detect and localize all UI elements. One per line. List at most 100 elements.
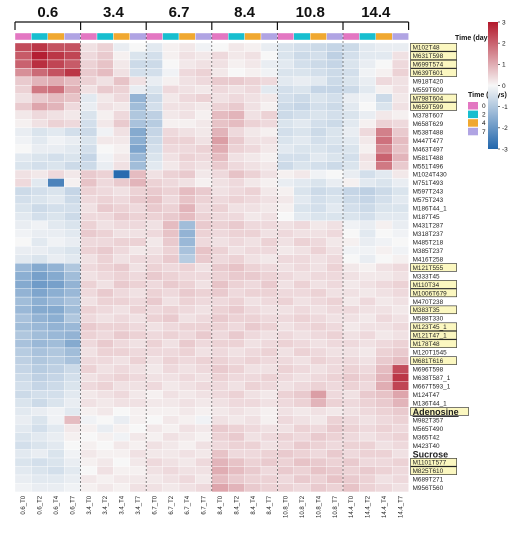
heatmap-cell bbox=[178, 127, 196, 137]
heatmap-cell bbox=[96, 466, 114, 476]
heatmap-cell bbox=[47, 415, 65, 425]
heatmap-cell bbox=[31, 59, 48, 69]
heatmap-cell bbox=[260, 42, 278, 52]
heatmap-cell bbox=[162, 474, 180, 484]
heatmap-cell bbox=[96, 423, 114, 433]
heatmap-cell bbox=[310, 229, 327, 238]
heatmap-cell bbox=[113, 152, 130, 162]
heatmap-cell bbox=[146, 110, 163, 120]
heatmap-cell bbox=[14, 135, 32, 145]
heatmap-cell bbox=[342, 356, 360, 366]
heatmap-cell bbox=[47, 398, 65, 408]
heatmap-cell bbox=[359, 135, 376, 145]
heatmap-cell bbox=[310, 119, 327, 128]
heatmap-cell bbox=[178, 381, 196, 391]
heatmap-cell bbox=[113, 339, 130, 349]
heatmap-cell bbox=[96, 68, 114, 78]
heatmap-cell bbox=[359, 152, 376, 162]
heatmap-cell bbox=[375, 186, 393, 196]
heatmap-cell bbox=[47, 254, 65, 264]
heatmap-cell bbox=[31, 390, 48, 399]
heatmap-cell bbox=[244, 212, 262, 222]
heatmap-cell bbox=[129, 398, 147, 408]
heatmap-cell bbox=[293, 254, 311, 264]
heatmap-cell bbox=[228, 51, 245, 61]
annotation-cell bbox=[96, 32, 114, 41]
heatmap-cell bbox=[146, 449, 163, 459]
heatmap-cell bbox=[31, 356, 48, 366]
heatmap-cell bbox=[228, 279, 245, 289]
color-scale-bar bbox=[488, 22, 498, 149]
heatmap-cell bbox=[129, 322, 147, 332]
heatmap-cell bbox=[342, 474, 360, 484]
heatmap-cell bbox=[310, 68, 327, 78]
heatmap-cell bbox=[392, 432, 409, 442]
heatmap-cell bbox=[211, 288, 229, 298]
heatmap-cell bbox=[146, 356, 163, 366]
heatmap-cell bbox=[146, 483, 163, 493]
heatmap-cell bbox=[277, 457, 294, 467]
heatmap-cell bbox=[260, 432, 278, 442]
heatmap-cell bbox=[31, 237, 48, 247]
heatmap-cell bbox=[277, 110, 294, 120]
heatmap-cell bbox=[195, 161, 212, 171]
heatmap-cell bbox=[228, 398, 245, 408]
heatmap-cell bbox=[178, 271, 196, 281]
row-highlight bbox=[410, 51, 457, 60]
heatmap-cell bbox=[310, 212, 327, 222]
heatmap-cells bbox=[14, 42, 409, 493]
heatmap-cell bbox=[342, 440, 360, 450]
heatmap-cell bbox=[47, 364, 65, 374]
heatmap-cell bbox=[375, 203, 393, 213]
heatmap-cell bbox=[113, 322, 130, 332]
heatmap-cell bbox=[392, 161, 409, 171]
heatmap-cell bbox=[260, 398, 278, 408]
heatmap-cell bbox=[244, 322, 262, 332]
heatmap-cell bbox=[162, 42, 180, 52]
heatmap-cell bbox=[129, 466, 147, 476]
heatmap-cell bbox=[326, 440, 344, 450]
annotation-cell bbox=[211, 32, 229, 41]
heatmap-cell bbox=[31, 474, 48, 484]
heatmap-cell bbox=[326, 364, 344, 374]
heatmap-cell bbox=[310, 339, 327, 349]
heatmap-cell bbox=[244, 119, 262, 128]
heatmap-cell bbox=[392, 76, 409, 86]
heatmap-cell bbox=[96, 212, 114, 222]
heatmap-cell bbox=[211, 279, 229, 289]
annotation-cell bbox=[31, 32, 48, 41]
heatmap-cell bbox=[162, 305, 180, 315]
heatmap-cell bbox=[260, 169, 278, 179]
heatmap-cell bbox=[178, 279, 196, 289]
heatmap-cell bbox=[293, 390, 311, 399]
heatmap-cell bbox=[211, 144, 229, 154]
heatmap-cell bbox=[129, 440, 147, 450]
heatmap-cell bbox=[359, 347, 376, 357]
row-label: M431T287 bbox=[413, 223, 444, 230]
heatmap-cell bbox=[260, 415, 278, 425]
heatmap-cell bbox=[375, 135, 393, 145]
heatmap-cell bbox=[146, 373, 163, 382]
heatmap-cell bbox=[14, 296, 32, 306]
heatmap-cell bbox=[162, 466, 180, 476]
heatmap-cell bbox=[178, 144, 196, 154]
heatmap-cell bbox=[64, 432, 81, 442]
heatmap-cell bbox=[96, 76, 114, 86]
heatmap-cell bbox=[277, 93, 294, 103]
heatmap-cell bbox=[178, 347, 196, 357]
heatmap-cell bbox=[31, 263, 48, 272]
row-label: M186T44_1 bbox=[413, 206, 448, 213]
row-label: Adenosine bbox=[413, 407, 459, 417]
heatmap-cell bbox=[260, 449, 278, 459]
row-label: M696T598 bbox=[413, 367, 444, 374]
row-label: M365T42 bbox=[413, 434, 440, 441]
heatmap-cell bbox=[326, 110, 344, 120]
heatmap-cell bbox=[14, 407, 32, 416]
heatmap-cell bbox=[211, 110, 229, 120]
heatmap-cell bbox=[375, 407, 393, 416]
heatmap-cell bbox=[31, 186, 48, 196]
heatmap-cell bbox=[129, 457, 147, 467]
heatmap-cell bbox=[375, 237, 393, 247]
heatmap-cell bbox=[47, 144, 65, 154]
heatmap-cell bbox=[277, 68, 294, 78]
